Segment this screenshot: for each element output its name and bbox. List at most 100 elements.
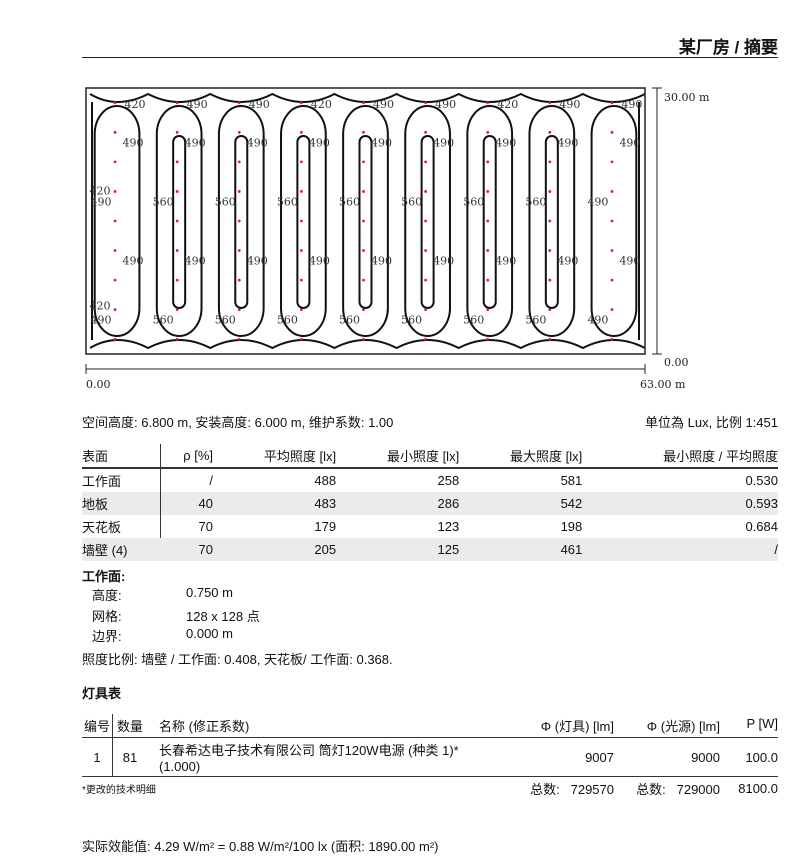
contour-label: 490 xyxy=(123,255,144,268)
contour-label: 490 xyxy=(435,98,456,111)
luminaire-dot xyxy=(299,337,303,341)
col-no: 编号 xyxy=(82,714,113,738)
room-info: 空间高度: 6.800 m, 安装高度: 6.000 m, 维护系数: 1.00 xyxy=(82,415,394,430)
contour-label: 560 xyxy=(215,314,236,327)
contour-label: 490 xyxy=(557,136,578,149)
luminaire-dot xyxy=(610,249,614,252)
contour-label: 490 xyxy=(587,314,608,327)
contour-490 xyxy=(466,105,514,337)
luminaire-dot xyxy=(486,219,490,223)
col-qty: 数量 xyxy=(112,714,147,738)
contour-label: 490 xyxy=(619,255,640,268)
contour-label: 490 xyxy=(91,195,112,208)
luminaire-dot xyxy=(299,101,303,105)
contour-490 xyxy=(404,105,451,337)
x-max-label: 63.00 m xyxy=(640,378,686,391)
contour-490 xyxy=(280,105,327,337)
contour-label: 420 xyxy=(125,98,146,111)
unit-scale: 单位為 Lux, 比例 1:451 xyxy=(645,415,778,430)
luminaire-dot xyxy=(548,219,552,223)
luminaire-dot xyxy=(299,190,303,193)
table-row: 工作面 / 488 258 581 0.530 xyxy=(82,468,778,492)
contour-420 xyxy=(91,102,640,340)
contour-label: 560 xyxy=(525,314,546,327)
contour-label: 490 xyxy=(187,98,208,111)
luminaire-dot xyxy=(299,249,303,252)
luminaire-dot xyxy=(362,101,365,105)
luminaire-dot xyxy=(113,160,117,164)
border-value: 0.000 m xyxy=(186,626,233,641)
luminaire-dot xyxy=(237,160,241,164)
luminaire-dot xyxy=(175,278,179,282)
luminaire-dot xyxy=(424,101,428,105)
total-phi-src: 729000 xyxy=(676,782,720,797)
luminaire-dot xyxy=(610,337,614,341)
contour-label: 560 xyxy=(463,314,484,327)
contour-560 xyxy=(296,135,311,309)
contour-label: 560 xyxy=(215,195,236,208)
luminaire-dot xyxy=(113,337,117,341)
luminaire-dot xyxy=(175,249,179,252)
contour-label: 490 xyxy=(185,136,206,149)
luminaire-dot xyxy=(113,219,117,223)
table-cell: 墙壁 (4) xyxy=(82,538,161,561)
luminaire-dot xyxy=(299,160,303,164)
luminaire-dot xyxy=(299,278,303,282)
luminaire-dot xyxy=(424,219,428,223)
luminaire-dot xyxy=(237,101,241,105)
height-label: 高度: xyxy=(92,588,122,603)
contour-490 xyxy=(342,105,389,337)
luminaire-dot xyxy=(424,337,428,341)
col-uniformity: 最小照度 / 平均照度 xyxy=(582,444,778,469)
luminaire-dot xyxy=(610,190,614,193)
col-min: 最小照度 [lx] xyxy=(336,444,460,469)
luminaire-dot xyxy=(299,130,303,134)
luminaire-dot xyxy=(237,278,241,282)
luminaire-dot xyxy=(113,130,117,134)
contour-490 xyxy=(93,105,141,337)
contour-label: 490 xyxy=(495,255,516,268)
grid-label: 网格: xyxy=(92,609,122,624)
footnote: *更改的技术明细 xyxy=(82,785,156,796)
luminaire-dot xyxy=(610,308,614,312)
room-outline xyxy=(85,87,646,355)
luminaire-dot xyxy=(175,219,179,223)
total-label: 总数: xyxy=(636,782,666,797)
luminaire-dot xyxy=(362,160,365,164)
luminaire-dot xyxy=(424,130,428,134)
contour-label: 490 xyxy=(249,98,270,111)
luminaire-dot xyxy=(610,130,614,134)
luminaire-dot xyxy=(175,337,179,341)
luminaire-dot xyxy=(175,190,179,193)
contour-label: 490 xyxy=(621,98,642,111)
luminaire-dot xyxy=(486,130,490,134)
contour-label: 490 xyxy=(91,314,112,327)
contour-label: 560 xyxy=(339,314,360,327)
luminaire-dot xyxy=(175,308,179,312)
contour-label: 560 xyxy=(153,195,174,208)
contour-label: 490 xyxy=(433,255,454,268)
luminaire-dot xyxy=(610,219,614,223)
luminaire-dot xyxy=(486,190,490,193)
header-divider xyxy=(82,57,778,58)
contour-label: 490 xyxy=(185,255,206,268)
luminaire-dot xyxy=(424,308,428,312)
contour-490 xyxy=(528,105,576,337)
table-row: 1 81 长春希达电子技术有限公司 筒灯120W电源 (种类 1)* (1.000… xyxy=(82,737,778,777)
luminaire-dot xyxy=(175,160,179,164)
contour-label: 490 xyxy=(587,195,608,208)
total-power: 8100.0 xyxy=(738,781,778,796)
luminaire-dot xyxy=(610,278,614,282)
contour-560 xyxy=(420,135,435,309)
luminaire-dot xyxy=(362,190,365,193)
luminaire-dot xyxy=(486,308,490,312)
table-cell: 125 xyxy=(336,538,460,561)
cell-phi-src: 9000 xyxy=(614,737,720,777)
contour-490 xyxy=(217,105,265,337)
contour-label: 490 xyxy=(559,98,580,111)
luminaire-dot xyxy=(362,130,365,134)
contour-label: 560 xyxy=(463,195,484,208)
luminaire-title: 灯具表 xyxy=(82,686,122,701)
illuminance-ratio: 照度比例: 墙壁 / 工作面: 0.408, 天花板/ 工作面: 0.368. xyxy=(82,652,393,667)
contour-label: 420 xyxy=(90,300,111,313)
